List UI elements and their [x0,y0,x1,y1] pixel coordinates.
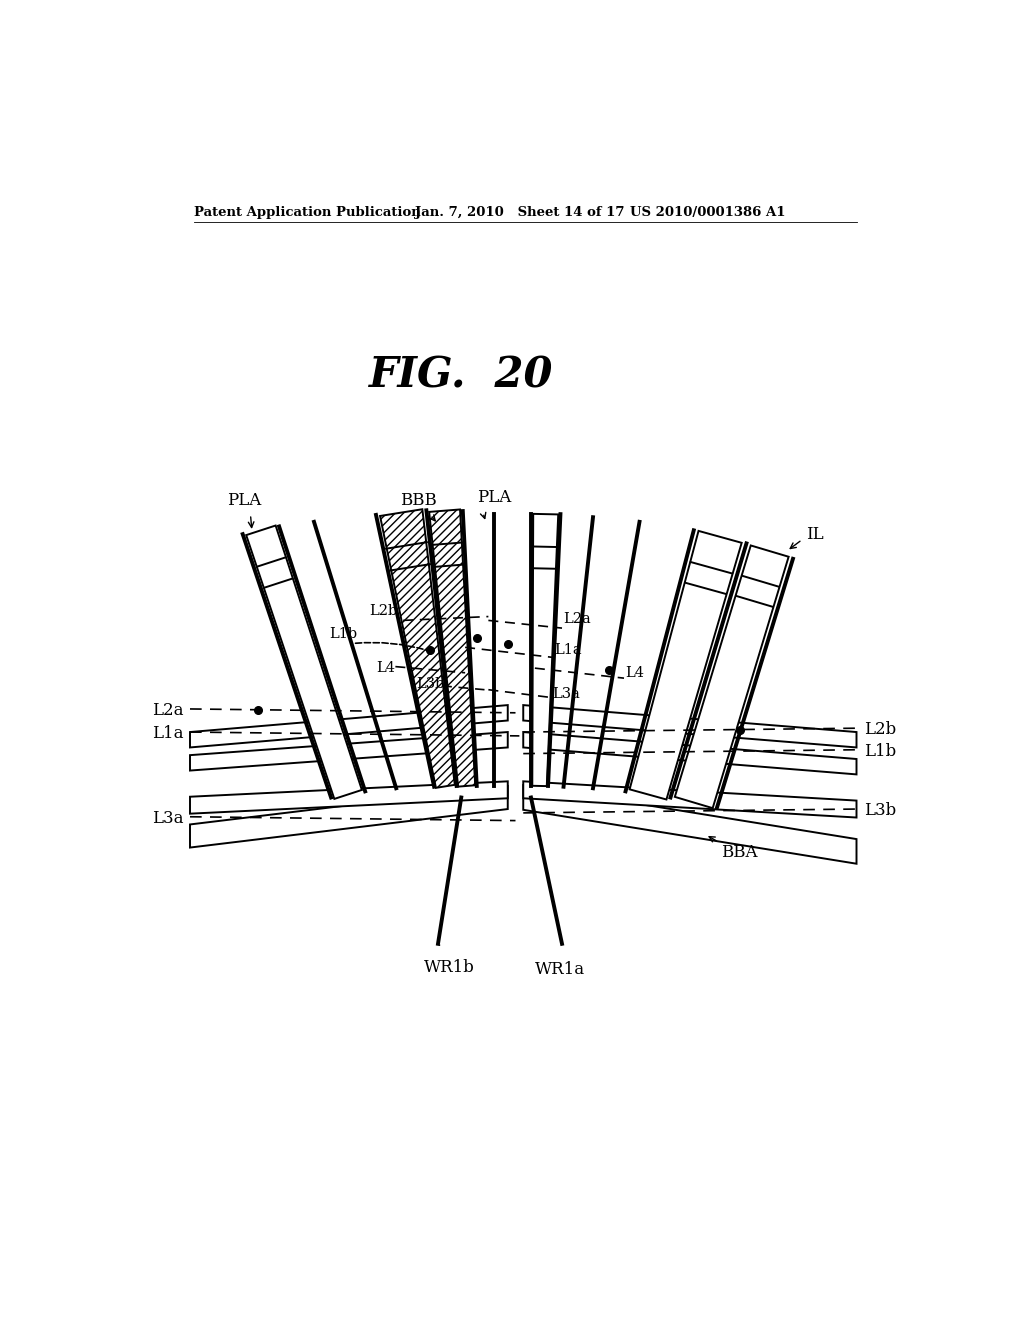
Text: US 2010/0001386 A1: US 2010/0001386 A1 [630,206,785,219]
Text: L1b: L1b [864,743,896,760]
Polygon shape [246,525,361,799]
Text: PLA: PLA [477,490,511,507]
Text: BBA: BBA [721,843,758,861]
Text: L3b: L3b [864,803,896,820]
Polygon shape [523,733,856,775]
Text: L1a: L1a [153,725,183,742]
Polygon shape [190,733,508,771]
Polygon shape [532,513,558,787]
Polygon shape [190,785,508,847]
Text: L2a: L2a [153,702,183,719]
Text: L3a: L3a [553,686,581,701]
Text: L2b: L2b [370,605,397,618]
Polygon shape [523,705,856,747]
Text: Jan. 7, 2010   Sheet 14 of 17: Jan. 7, 2010 Sheet 14 of 17 [415,206,625,219]
Polygon shape [190,781,508,813]
Text: IL: IL [806,525,823,543]
Polygon shape [630,531,741,800]
Text: PLA: PLA [227,492,261,508]
Polygon shape [190,705,508,747]
Text: L1b: L1b [330,627,357,642]
Text: WR1a: WR1a [536,961,586,978]
Text: L2a: L2a [563,612,591,626]
Text: FIG.  20: FIG. 20 [369,355,554,397]
Polygon shape [523,781,856,817]
Polygon shape [675,545,788,808]
Text: L2b: L2b [864,721,896,738]
Text: Patent Application Publication: Patent Application Publication [194,206,421,219]
Text: BBB: BBB [400,492,437,508]
Text: WR1b: WR1b [424,960,475,977]
Text: L3a: L3a [153,809,183,826]
Polygon shape [523,785,856,863]
Text: L3b: L3b [416,677,444,690]
Text: L4: L4 [377,661,395,675]
Polygon shape [429,510,475,787]
Text: L1a: L1a [554,643,582,656]
Polygon shape [380,510,455,788]
Text: L4: L4 [626,665,644,680]
